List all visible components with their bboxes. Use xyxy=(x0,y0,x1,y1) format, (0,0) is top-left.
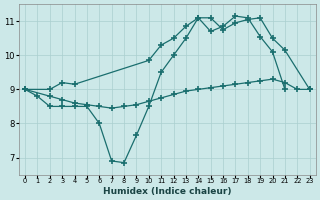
X-axis label: Humidex (Indice chaleur): Humidex (Indice chaleur) xyxy=(103,187,232,196)
